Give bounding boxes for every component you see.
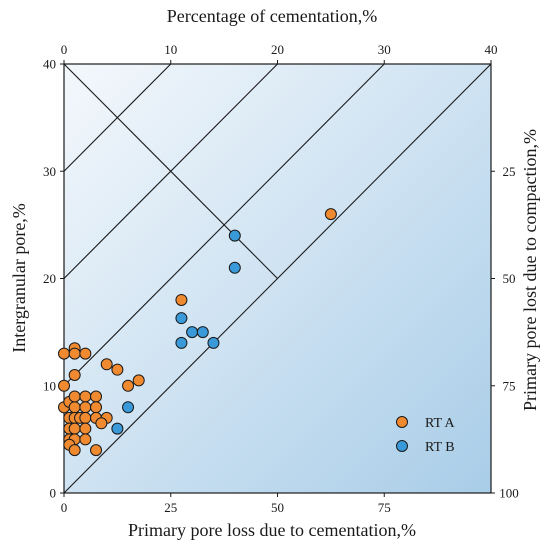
data-point-rt-b <box>122 401 135 414</box>
data-point-rt-a <box>132 374 145 387</box>
right-axis-tick-label: 25 <box>503 164 516 179</box>
left-axis-title: Intergranular pore,% <box>9 203 29 353</box>
diagonal-lines <box>63 63 492 494</box>
left-axis-tick-label: 30 <box>43 164 56 179</box>
legend-label-rt-b: RT B <box>425 440 455 455</box>
data-point-rt-a <box>68 422 81 435</box>
top-axis-tick-label: 10 <box>164 42 177 57</box>
data-point-rt-a <box>68 347 81 360</box>
data-point-rt-a <box>79 347 92 360</box>
data-point-rt-a <box>90 401 103 414</box>
data-point-rt-a <box>90 390 103 403</box>
bottom-axis-tick-label: 75 <box>378 500 391 515</box>
data-point-rt-a <box>58 379 70 392</box>
left-axis-tick-label: 40 <box>43 57 56 72</box>
legend-marker-rt-a <box>396 416 408 428</box>
right-axis: 25 50 75 100 <box>491 164 519 501</box>
right-axis-tick-label: 100 <box>499 486 519 501</box>
top-axis: 0 10 20 30 40 <box>61 42 498 64</box>
data-point-rt-b <box>196 326 209 339</box>
data-point-rt-a <box>79 401 92 414</box>
bottom-axis: 0 25 50 75 <box>61 493 391 515</box>
data-point-rt-a <box>68 444 81 457</box>
data-point-rt-b <box>175 312 188 325</box>
left-axis: 0 10 20 30 40 <box>43 57 64 501</box>
data-point-rt-b <box>111 422 124 435</box>
diagonal-line-5 <box>63 63 278 279</box>
top-axis-tick-label: 20 <box>271 42 284 57</box>
legend-label-rt-a: RT A <box>425 416 456 431</box>
bottom-axis-tick-label: 50 <box>271 500 284 515</box>
top-axis-title: Percentage of cementation,% <box>167 6 377 26</box>
bottom-axis-title: Primary pore loss due to cementation,% <box>128 520 416 540</box>
left-axis-tick-label: 10 <box>43 378 56 393</box>
data-point-rt-a <box>68 390 81 403</box>
right-axis-title: Primary pore lost due to compaction,% <box>520 129 540 411</box>
top-axis-tick-label: 30 <box>378 42 391 57</box>
data-point-rt-b <box>228 261 241 274</box>
bottom-axis-tick-label: 0 <box>61 500 68 515</box>
data-points <box>58 208 337 457</box>
bottom-axis-tick-label: 25 <box>164 500 177 515</box>
top-axis-tick-label: 0 <box>61 42 68 57</box>
data-point-rt-b <box>175 336 188 349</box>
legend: RT A RT B <box>396 416 456 455</box>
data-point-rt-a <box>58 347 70 360</box>
legend-marker-rt-b <box>396 440 408 452</box>
data-point-rt-a <box>100 358 113 371</box>
data-point-rt-a <box>79 433 92 446</box>
right-axis-tick-label: 50 <box>503 271 516 286</box>
left-axis-tick-label: 20 <box>43 271 56 286</box>
data-point-rt-a <box>95 417 108 430</box>
data-point-rt-a <box>111 363 124 376</box>
top-axis-tick-label: 40 <box>485 42 498 57</box>
data-point-rt-a <box>68 401 81 414</box>
data-point-rt-b <box>207 336 220 349</box>
left-axis-tick-label: 0 <box>50 486 57 501</box>
data-point-rt-a <box>122 379 135 392</box>
data-point-rt-b <box>186 326 199 339</box>
data-point-rt-a <box>79 411 92 424</box>
data-point-rt-a <box>79 422 92 435</box>
data-point-rt-a <box>79 390 92 403</box>
data-point-rt-a <box>68 369 81 382</box>
data-point-rt-a <box>175 293 188 306</box>
data-point-rt-b <box>228 229 241 242</box>
right-axis-tick-label: 75 <box>503 378 516 393</box>
data-point-rt-a <box>90 444 103 457</box>
data-point-rt-a <box>324 208 337 221</box>
